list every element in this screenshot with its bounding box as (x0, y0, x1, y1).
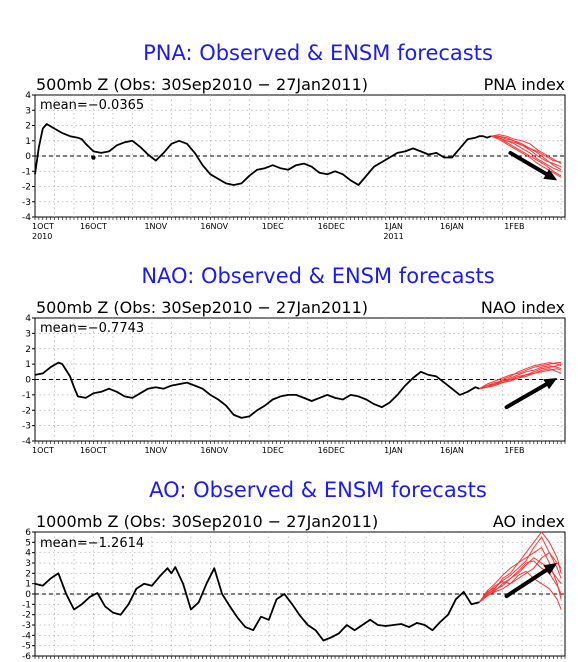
nao-ytick-label: -4 (22, 437, 31, 447)
pna-xtick-label: 1FEB (504, 222, 524, 231)
nao-xtick-label: 1DEC (262, 446, 284, 455)
ao-ytick-label: 1 (25, 580, 31, 590)
nao-xtick-label: 1OCT (32, 446, 54, 455)
nao-ytick-label: -1 (22, 391, 31, 401)
nao-subtitle: 500mb Z (Obs: 30Sep2010 − 27Jan2011) (36, 298, 368, 317)
ao-forecast-member (478, 536, 562, 603)
ao-forecast-member (478, 570, 562, 610)
ao-ytick-label: -1 (22, 600, 31, 610)
nao-forecast-member (479, 368, 562, 390)
pna-ytick-label: 4 (25, 91, 31, 101)
pna-xtick-label: 16NOV (200, 222, 228, 231)
ao-ytick-label: 4 (25, 549, 31, 559)
pna-xtick-label: 1JAN (384, 222, 403, 231)
ao-ytick-label: -3 (22, 621, 31, 631)
pna-title: PNA: Observed & ENSM forecasts (143, 41, 493, 65)
pna-xtick-year: 2010 (32, 232, 52, 241)
ao-trend-arrow-head (543, 563, 558, 575)
ao-subtitle: 1000mb Z (Obs: 30Sep2010 − 27Jan2011) (36, 512, 378, 531)
ao-trend-arrow-shaft (504, 566, 551, 599)
pna-mean-label: mean=−0.0365 (40, 98, 144, 113)
pna-forecast-member (490, 135, 562, 177)
ao-ytick-label: -2 (22, 611, 31, 621)
ao-index-label: AO index (493, 512, 565, 531)
pna-ytick-label: 0 (25, 152, 31, 162)
ao-ytick-label: -5 (22, 642, 31, 652)
nao-title: NAO: Observed & ENSM forecasts (141, 264, 494, 288)
nao-ytick-label: 3 (25, 329, 31, 339)
ao-ytick-label: 0 (25, 590, 31, 600)
nao-ytick-label: -3 (22, 422, 31, 432)
nao-panel: NAO: Observed & ENSM forecasts 500mb Z (… (22, 264, 566, 455)
nao-trend-arrow-head (543, 377, 558, 390)
pna-forecast-member (490, 134, 562, 165)
nao-xtick-label: 16JAN (440, 446, 464, 455)
pna-ytick-label: 3 (25, 106, 31, 116)
pna-panel: PNA: Observed & ENSM forecasts 500mb Z (… (22, 41, 566, 241)
pna-ytick-label: 1 (25, 137, 31, 147)
pna-ytick-label: -3 (22, 198, 31, 208)
pna-xtick-label: 1OCT (32, 222, 54, 231)
pna-observed-line (34, 123, 492, 186)
nao-forecast-member (479, 368, 562, 390)
nao-ytick-label: 0 (25, 376, 31, 386)
ao-forecast-member (478, 560, 562, 603)
ao-forecast-member (478, 531, 562, 603)
ao-ytick-label: 3 (25, 559, 31, 569)
ao-title: AO: Observed & ENSM forecasts (149, 478, 487, 502)
ao-ytick-label: 6 (25, 528, 31, 538)
pna-ytick-label: -2 (22, 183, 31, 193)
nao-xtick-label: 16OCT (80, 446, 107, 455)
nao-ytick-label: 1 (25, 360, 31, 370)
pna-xtick-label: 16OCT (80, 222, 107, 231)
nao-mean-label: mean=−0.7743 (40, 321, 144, 336)
pna-ytick-label: -1 (22, 167, 31, 177)
pna-xtick-label: 16JAN (440, 222, 464, 231)
pna-dot (91, 155, 96, 160)
nao-ytick-label: 2 (25, 345, 31, 355)
ao-ytick-label: -4 (22, 631, 31, 641)
ao-ytick-label: -6 (22, 652, 31, 662)
ao-ytick-label: 5 (25, 538, 31, 548)
pna-trend-arrow-head (543, 169, 558, 181)
pna-trend-arrow-shaft (508, 150, 551, 178)
nao-ytick-label: -2 (22, 406, 31, 416)
pna-xtick-label: 16DEC (318, 222, 345, 231)
nao-trend-arrow-shaft (504, 380, 551, 410)
ao-ytick-label: 2 (25, 569, 31, 579)
pna-ytick-label: -4 (22, 213, 31, 223)
nao-forecast-member (479, 362, 562, 390)
nao-index-label: NAO index (481, 298, 565, 317)
pna-xtick-year: 2011 (383, 232, 403, 241)
pna-xtick-label: 1DEC (262, 222, 284, 231)
ao-mean-label: mean=−1.2614 (40, 536, 144, 551)
pna-index-label: PNA index (484, 75, 565, 94)
nao-ytick-label: 4 (25, 314, 31, 324)
nao-xtick-label: 1FEB (504, 446, 524, 455)
nao-forecast-member (479, 365, 562, 390)
nao-xtick-label: 1NOV (144, 446, 167, 455)
nao-xtick-label: 16NOV (200, 446, 228, 455)
nao-xtick-label: 1JAN (384, 446, 403, 455)
pna-xtick-label: 1NOV (144, 222, 167, 231)
pna-ytick-label: 2 (25, 122, 31, 132)
nao-xtick-label: 16DEC (318, 446, 345, 455)
nao-observed-line (34, 361, 480, 419)
pna-subtitle: 500mb Z (Obs: 30Sep2010 − 27Jan2011) (36, 75, 368, 94)
ao-panel: AO: Observed & ENSM forecasts 1000mb Z (… (22, 478, 566, 662)
pna-forecast-member (490, 135, 562, 163)
pna-forecast-member (491, 135, 562, 168)
ao-observed-line (34, 566, 480, 642)
